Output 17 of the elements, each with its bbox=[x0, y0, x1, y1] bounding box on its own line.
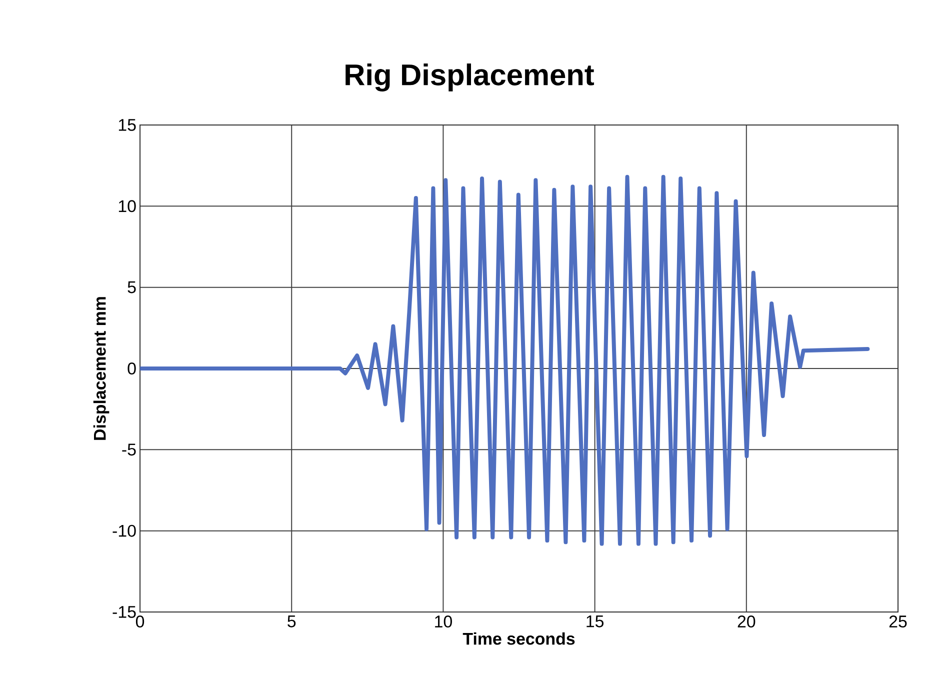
y-tick-label: 15 bbox=[118, 119, 136, 131]
y-tick-label: -10 bbox=[112, 524, 136, 537]
chart-title: Rig Displacement bbox=[346, 64, 594, 92]
y-axis-title: Displacement mm bbox=[93, 297, 110, 440]
y-tick-label: -15 bbox=[112, 606, 136, 618]
x-axis-title: Time seconds bbox=[462, 632, 575, 645]
y-tick-label: -5 bbox=[122, 444, 136, 456]
y-tick-label: 5 bbox=[128, 281, 136, 294]
x-tick-label: 10 bbox=[435, 616, 452, 628]
y-tick-label: 0 bbox=[128, 362, 136, 374]
x-tick-label: 20 bbox=[738, 616, 756, 628]
x-tick-label: 0 bbox=[136, 616, 144, 628]
x-tick-label: 15 bbox=[586, 616, 604, 628]
line-series bbox=[140, 174, 870, 546]
x-tick-label: 5 bbox=[288, 616, 296, 628]
x-tick-label: 25 bbox=[889, 616, 907, 628]
y-tick-label: 10 bbox=[118, 200, 136, 212]
